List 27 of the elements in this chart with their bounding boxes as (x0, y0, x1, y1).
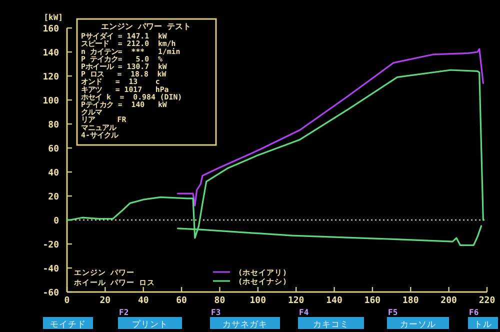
function-keys: モイチド F2 プリント F3 カサネガキ F4 カキコミ F5 カーソル F6 トル (43, 308, 498, 330)
y-axis-title: [kW] (44, 13, 63, 22)
x-tick-label: 220 (478, 296, 496, 306)
x-tick-label: 0 (64, 296, 70, 306)
x-tick-label: 80 (214, 296, 226, 306)
x-tick-label: 40 (138, 296, 149, 306)
x-tick-label: 140 (326, 296, 342, 306)
y-tick-label: -60 (42, 288, 59, 298)
y-tick-label: 100 (42, 96, 59, 106)
y-tick-label: 120 (42, 72, 59, 82)
x-tick-label: 60 (176, 296, 187, 306)
x-tick-label: 20 (100, 296, 111, 306)
x-tick-label: 160 (364, 296, 381, 306)
x-tick-label: 200 (440, 296, 457, 306)
y-tick-label: 80 (48, 120, 59, 130)
x-tick-label: 180 (402, 296, 419, 306)
y-tick-label: -20 (42, 240, 59, 250)
y-tick-label: 160 (42, 24, 59, 34)
x-tick-label: 100 (250, 296, 266, 306)
y-tick-label: 20 (48, 192, 59, 202)
y-tick-label: 60 (48, 144, 59, 154)
x-tick-label: 120 (288, 296, 304, 306)
y-tick-label: 140 (42, 48, 59, 58)
annotation: エンジン パワー テスト (101, 22, 191, 31)
y-tick-label: 40 (48, 168, 59, 178)
y-tick-label: -40 (42, 264, 59, 274)
y-tick-label: 0 (54, 216, 59, 226)
